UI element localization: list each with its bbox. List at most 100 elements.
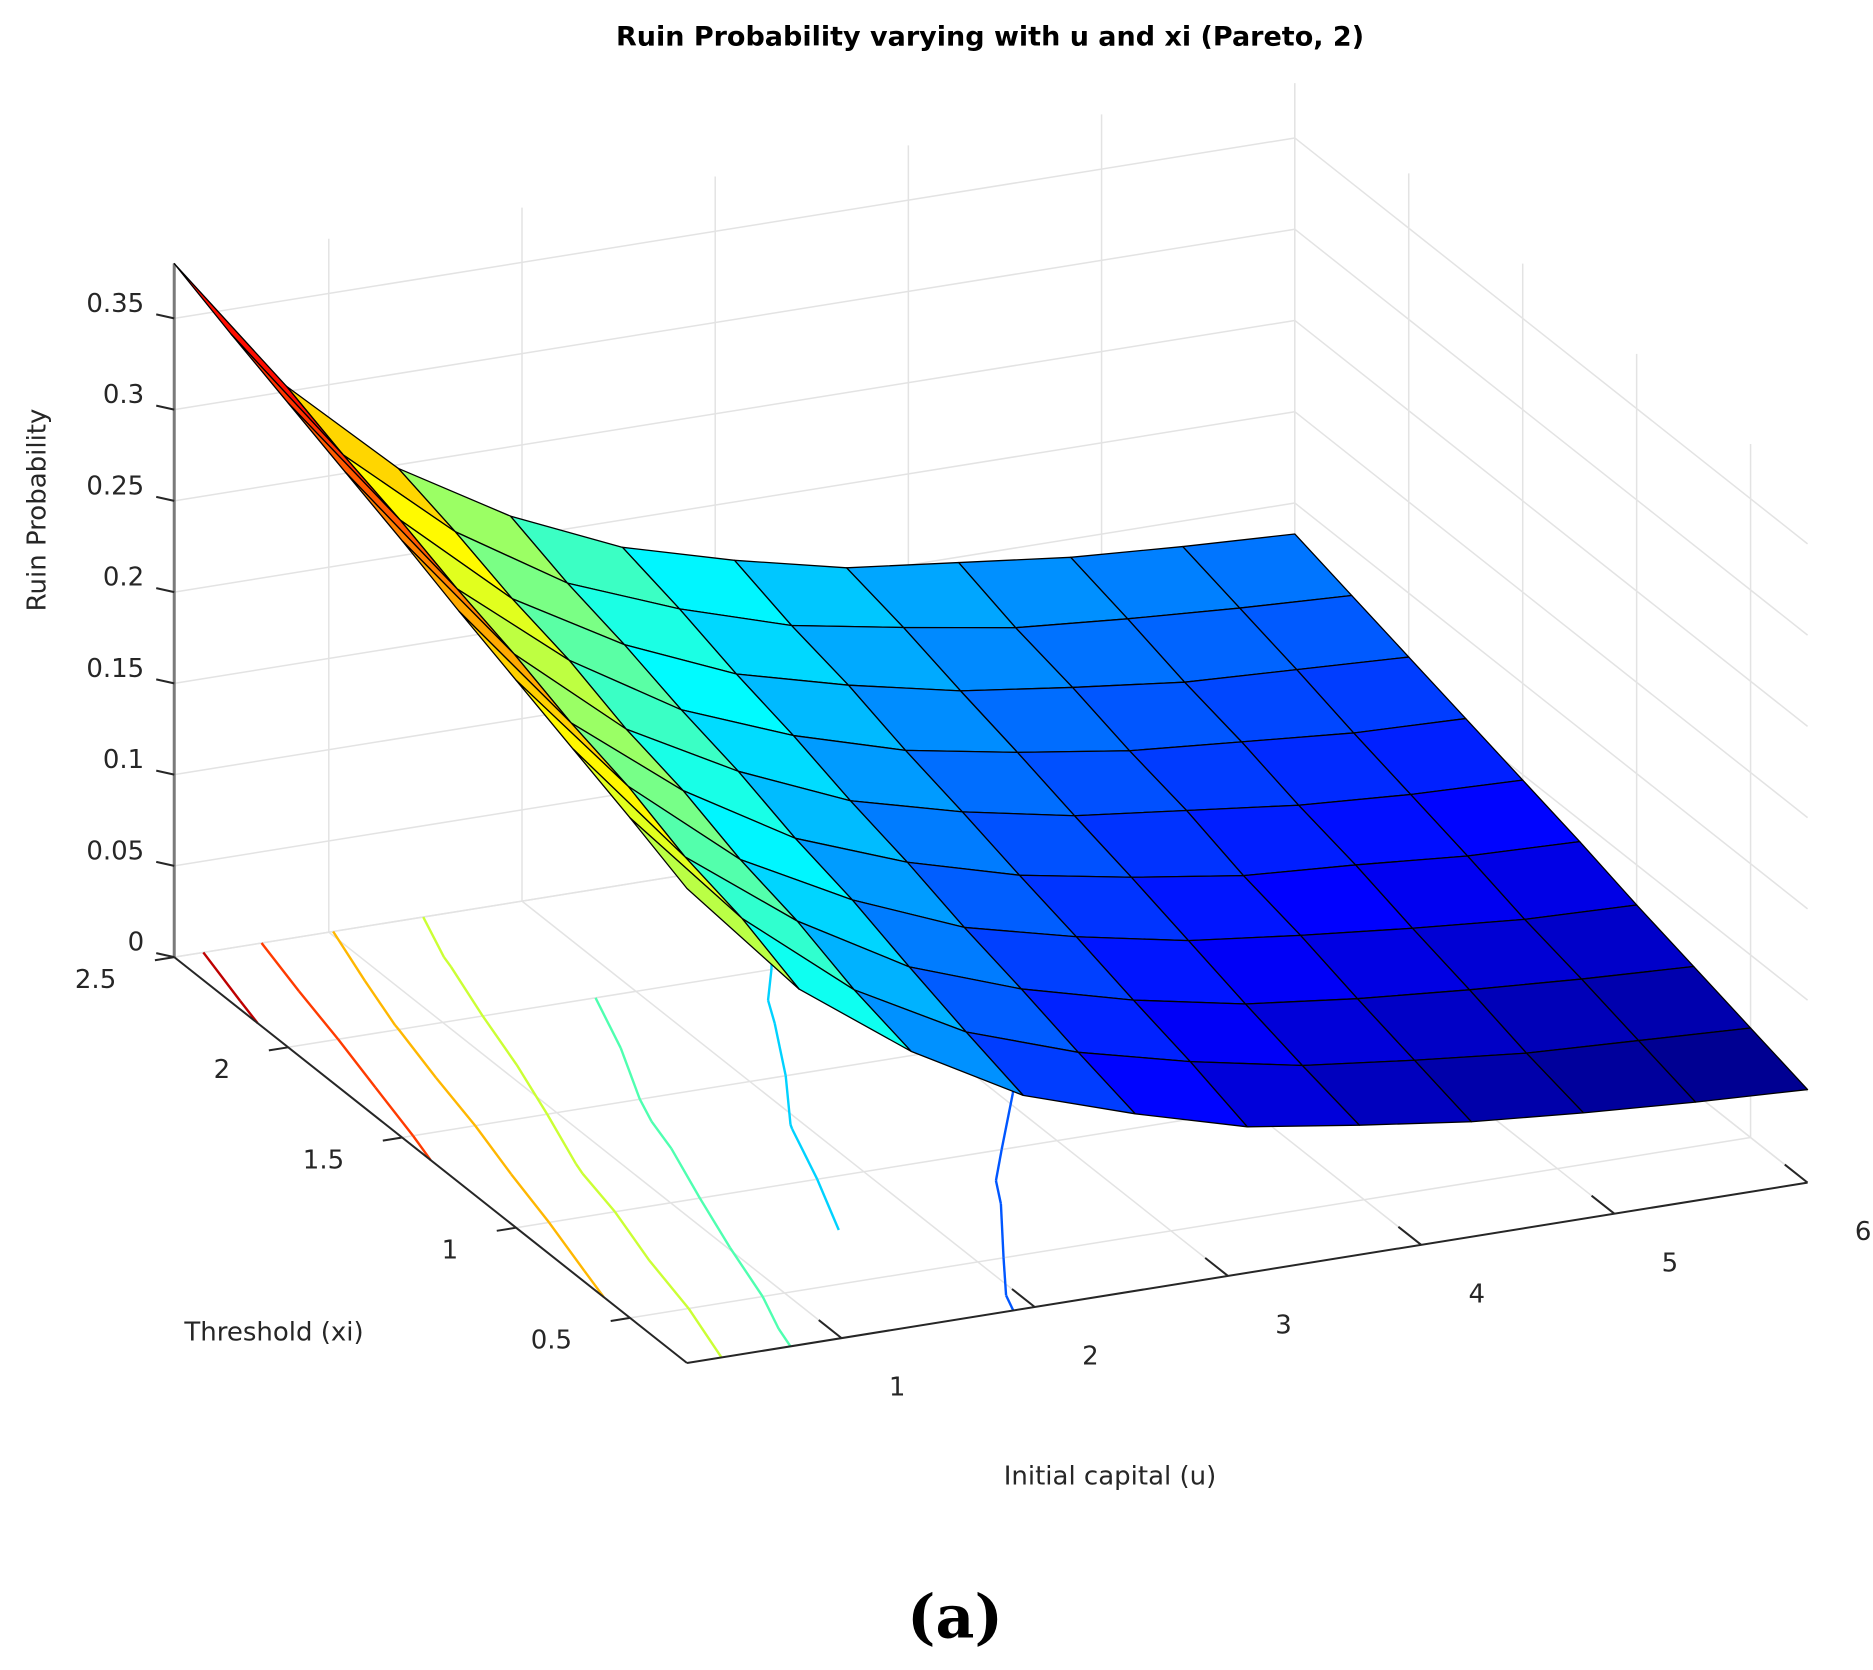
z-tick [156,952,175,959]
z-tick-label: 0.1 [103,745,144,775]
surface-patch [230,333,401,521]
z-tick-label: 0.3 [103,380,144,410]
y-tick [268,1046,289,1052]
contour-line [1002,1257,1008,1296]
z-tick-label: 0.35 [86,289,144,319]
grid-line [174,319,1295,502]
contour-line [594,997,622,1049]
z-tick [156,313,175,320]
x-tick-label: 6 [1855,1217,1872,1247]
contour-line [999,1203,1005,1258]
caption: (a) [907,1583,1003,1653]
y-axis-label: Threshold (xi) [183,1318,363,1348]
contour-line [728,1246,764,1298]
contour-line [374,1086,414,1137]
contour-line [784,1075,792,1125]
x-tick [1590,1194,1615,1215]
y-tick-label: 0.5 [531,1326,572,1356]
contour-line [698,1197,731,1249]
chart-title: Ruin Probability varying with u and xi (… [616,22,1364,53]
y-tick-label: 1.5 [303,1145,344,1175]
contour-line [394,1024,400,1031]
x-tick [1397,1225,1422,1246]
contour-line [581,1172,616,1213]
grid-line [1294,502,1809,910]
grid-line [1294,228,1809,636]
y-tick [496,1226,517,1232]
contour-line [515,1064,549,1115]
contour-line [363,980,397,1026]
contour-line [260,942,300,993]
y-tick-label: 1 [442,1236,459,1266]
x-tick-label: 1 [889,1373,906,1403]
z-tick-label: 0 [128,928,145,958]
grid-line [174,410,1295,593]
contour-line [202,951,242,1002]
contour-line [766,999,776,1024]
y-tick [610,1316,631,1322]
x-tick-label: 2 [1082,1342,1099,1372]
contour-line [412,1135,432,1161]
contour-line [1000,1093,1014,1150]
contour-line [510,1173,550,1224]
contour-line [449,966,484,1017]
x-tick [1011,1288,1036,1308]
x-tick-label: 3 [1275,1311,1292,1341]
contour-line [442,956,452,968]
contour-line [789,1124,794,1130]
y-axis-line [173,956,688,1364]
contour-line [994,1180,1003,1205]
x-tick-label: 4 [1468,1279,1485,1309]
grid-line [629,1136,1751,1319]
contour-line [239,1000,259,1024]
contour-line [761,1296,780,1330]
surface-patch [629,817,800,990]
contour-line [422,916,445,958]
contour-line [583,1270,605,1298]
contour-line [337,1038,377,1089]
grid-line [1294,319,1809,727]
contour-line [766,969,773,1001]
grid-line [174,137,1295,320]
contour-line [619,1047,641,1100]
z-tick [156,587,175,594]
y-tick-label: 2.5 [75,965,116,995]
contour-line [816,1178,840,1231]
grid-line [521,900,1036,1308]
contour-line [777,1328,792,1348]
y-tick [382,1136,403,1142]
contour-line [332,930,366,982]
x-tick [1204,1257,1229,1277]
contour-line [1004,1294,1015,1311]
x-tick [1784,1163,1809,1184]
contour-line [546,1113,577,1165]
x-tick [818,1319,843,1339]
x-axis-label: Initial capital (u) [1004,1462,1217,1492]
z-tick [156,404,175,411]
contour-line [613,1211,651,1262]
y-tick-label: 2 [214,1055,231,1085]
z-tick [156,495,175,502]
grid-line [328,931,843,1339]
z-tick-label: 0.05 [86,836,144,866]
z-tick-label: 0.25 [86,471,144,501]
z-tick [156,769,175,776]
contour-line [773,1023,787,1077]
surface-patch [173,262,344,456]
contour-line [687,1307,723,1359]
grid-line [1294,137,1809,545]
z-axis-label: Ruin Probability [23,409,53,612]
z-tick [156,678,175,685]
contour-line [397,1028,437,1079]
contour-line [638,1098,653,1123]
contour-line [648,1259,690,1310]
z-tick-label: 0.2 [103,563,144,593]
x-axis-line [686,1181,1808,1364]
grid-line [1294,411,1809,819]
contour-line [791,1128,819,1180]
contour-line [994,1149,1003,1181]
grid-line [174,228,1295,411]
z-tick-label: 0.15 [86,654,144,684]
contour-line [574,1163,584,1175]
contour-line [474,1125,513,1175]
